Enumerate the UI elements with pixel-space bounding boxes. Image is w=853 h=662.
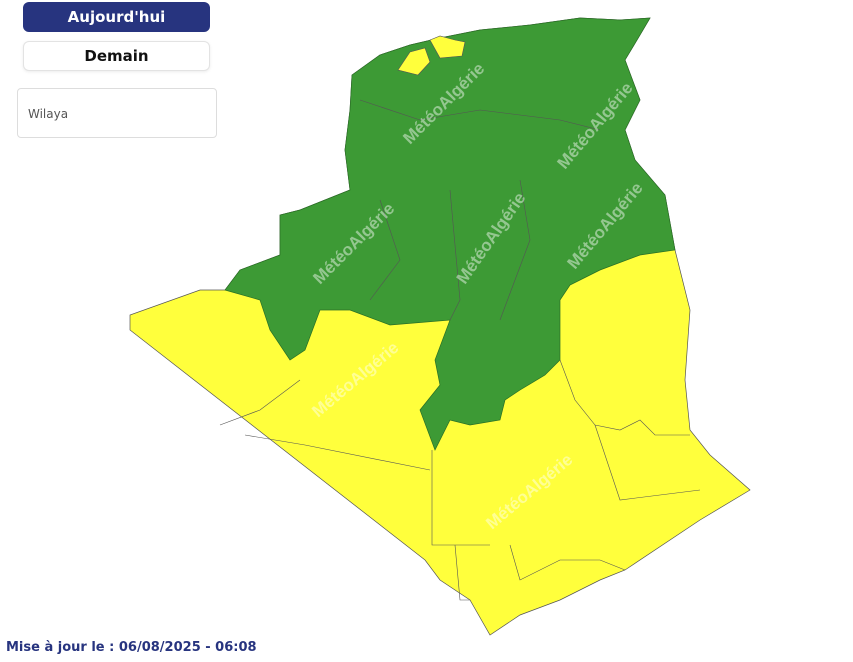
yellow-wilaya-north-2[interactable] bbox=[429, 35, 466, 59]
north-green-region[interactable] bbox=[224, 17, 676, 451]
wilaya-borders bbox=[219, 99, 701, 601]
wilaya-select[interactable]: Wilaya bbox=[17, 88, 217, 138]
update-timestamp: Mise à jour le : 06/08/2025 - 06:08 bbox=[6, 640, 257, 655]
yellow-wilaya-north-1[interactable] bbox=[397, 47, 431, 76]
tomorrow-button[interactable]: Demain bbox=[23, 41, 210, 71]
today-button[interactable]: Aujourd'hui bbox=[23, 2, 210, 32]
